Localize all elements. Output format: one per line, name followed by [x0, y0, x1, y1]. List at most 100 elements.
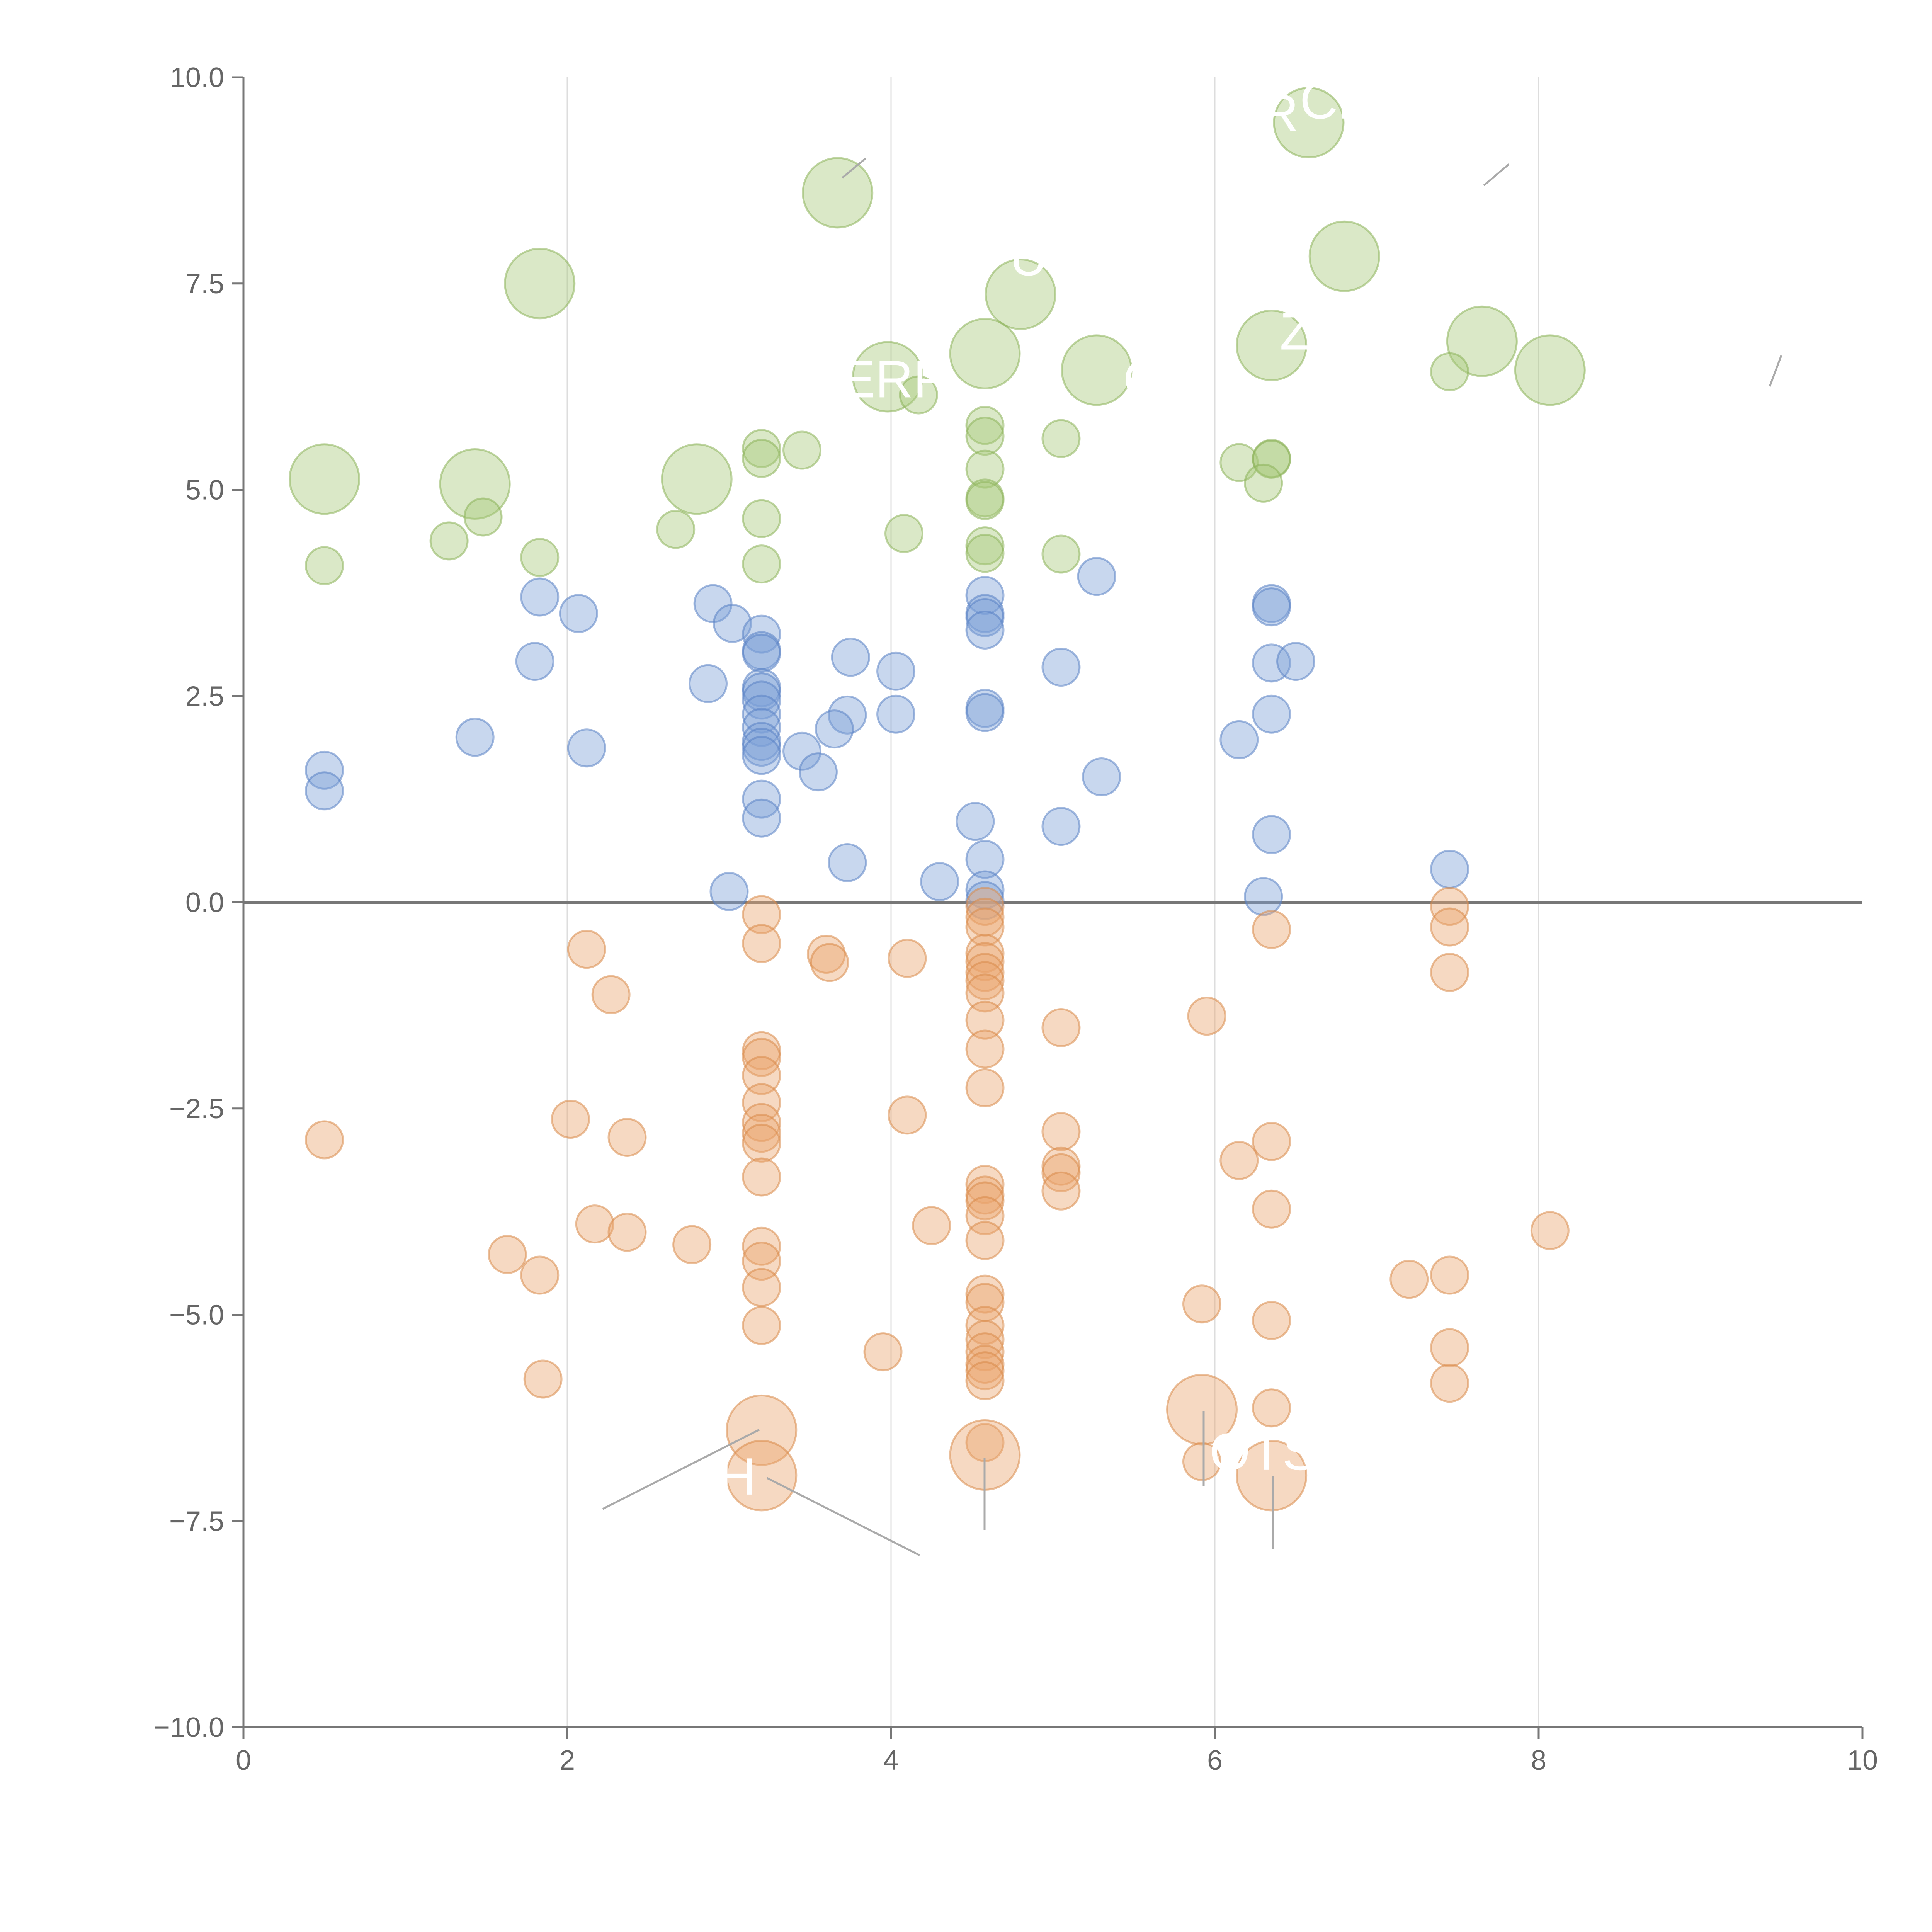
mid-point	[815, 709, 854, 749]
high-point	[1244, 463, 1283, 503]
low-point	[1219, 1141, 1259, 1180]
mid-point	[305, 771, 344, 811]
y-tick-label: 7.5	[185, 269, 224, 299]
low-point	[1187, 997, 1226, 1036]
low-point	[742, 1114, 781, 1153]
low-point	[965, 1181, 1005, 1221]
mid-point	[455, 718, 495, 757]
mid-point	[1041, 807, 1081, 846]
high-point	[1236, 310, 1308, 381]
low-point	[965, 952, 1005, 992]
low-point	[1041, 1008, 1081, 1048]
low-point	[591, 975, 631, 1014]
mid-point	[956, 802, 995, 841]
mid-point	[742, 798, 781, 838]
low-point	[965, 1351, 1005, 1391]
mid-point	[1252, 815, 1291, 854]
axes: 0 2 4 6 8 10 10.0 7.5 5.0 2.5 0.0 −2.5 −5.0 −7.5 −10.0	[154, 62, 1878, 1776]
data-label: OTS	[1209, 1422, 1318, 1481]
low-point	[607, 1117, 647, 1157]
y-tick-label: 0.0	[185, 887, 224, 918]
data-label: R	[1260, 83, 1298, 142]
low-point	[742, 1123, 781, 1163]
leader-line	[602, 1429, 760, 1510]
low-point	[1041, 1171, 1081, 1211]
low-point	[742, 1226, 781, 1266]
low-point	[575, 1204, 614, 1244]
data-label: CE	[1300, 71, 1373, 130]
low-point	[1252, 1122, 1291, 1161]
low-point	[1430, 887, 1469, 926]
y-tick-label: −7.5	[169, 1506, 224, 1537]
low-point	[965, 1274, 1005, 1314]
data-label: U	[1010, 228, 1048, 286]
data-label: ERP	[840, 350, 949, 408]
high-point	[965, 534, 1005, 573]
low-point	[1430, 1328, 1469, 1367]
mid-point	[1252, 694, 1291, 734]
low-point	[965, 1361, 1005, 1400]
low-point	[888, 939, 927, 978]
data-label: H	[718, 1447, 756, 1506]
high-point	[520, 538, 560, 577]
data-label: C	[1123, 350, 1161, 408]
x-tick-label: 0	[236, 1745, 251, 1776]
low-point	[1430, 907, 1469, 947]
mid-point	[965, 598, 1005, 637]
high-point	[965, 406, 1005, 445]
low-point	[912, 1206, 951, 1245]
high-point	[965, 481, 1005, 520]
high-point	[463, 497, 503, 537]
mid-point	[828, 843, 867, 883]
low-point	[965, 1068, 1005, 1107]
low-point	[1430, 1255, 1469, 1295]
x-tick-label: 4	[883, 1745, 899, 1776]
low-point	[1252, 910, 1291, 949]
mid-point	[965, 693, 1005, 732]
low-point	[742, 895, 781, 934]
low-point	[863, 1332, 903, 1372]
low-point	[567, 930, 606, 969]
high-point	[1252, 440, 1291, 479]
high-point	[899, 375, 938, 415]
x-tick-label: 10	[1847, 1745, 1878, 1776]
low-point	[742, 1083, 781, 1122]
mid-point	[1041, 648, 1081, 687]
mid-point	[1244, 877, 1283, 916]
low-point	[672, 1225, 712, 1264]
x-tick-label: 6	[1207, 1745, 1223, 1776]
mid-point	[742, 672, 781, 712]
mid-point	[782, 731, 822, 771]
mid-point	[742, 633, 781, 673]
low-point	[1236, 1440, 1308, 1512]
low-point	[965, 961, 1005, 1000]
leader-line	[842, 158, 866, 179]
mid-point	[876, 694, 916, 734]
low-point	[742, 1268, 781, 1307]
high-point	[985, 259, 1056, 330]
low-point	[607, 1213, 647, 1252]
low-point	[551, 1100, 590, 1139]
high-point	[1308, 220, 1380, 292]
y-tick-label: −10.0	[154, 1712, 224, 1743]
low-point	[742, 924, 781, 963]
high-point	[1430, 352, 1469, 391]
low-point	[965, 1165, 1005, 1204]
high-point	[965, 417, 1005, 456]
low-point	[488, 1235, 527, 1274]
low-point	[1252, 1301, 1291, 1340]
high-point	[429, 521, 469, 561]
leader-line	[766, 1477, 920, 1556]
low-point	[1252, 1388, 1291, 1428]
y-tick-label: 2.5	[185, 681, 224, 712]
mid-point	[1219, 720, 1259, 759]
high-point	[1273, 87, 1345, 158]
mid-point	[876, 651, 916, 691]
mid-point	[1082, 757, 1121, 796]
low-point	[1252, 1189, 1291, 1229]
high-point	[802, 157, 874, 229]
high-point	[656, 510, 696, 549]
low-point	[305, 1120, 344, 1160]
high-point	[742, 439, 781, 478]
low-point	[1389, 1260, 1429, 1299]
